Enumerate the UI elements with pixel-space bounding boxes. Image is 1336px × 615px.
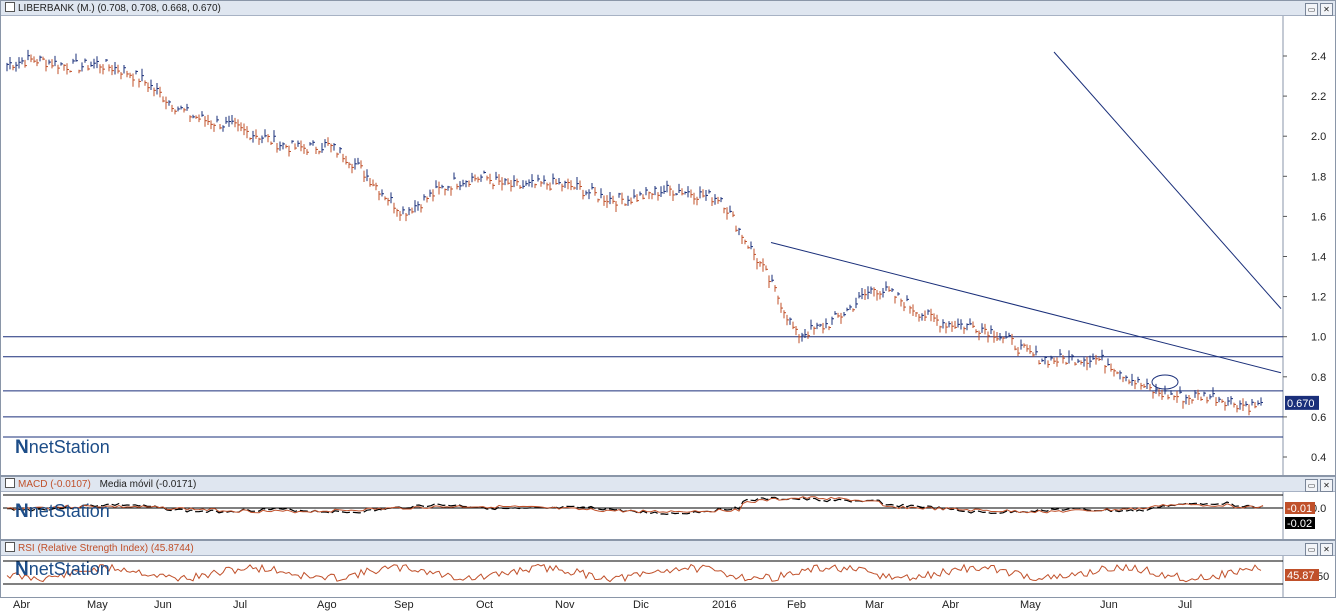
window-menu-icon[interactable] [5,2,15,12]
y-tick-label: 1.8 [1311,171,1326,183]
y-tick-label: 2.4 [1311,51,1326,63]
window-menu-icon[interactable] [5,478,15,488]
close-icon[interactable]: ✕ [1320,543,1333,556]
restore-icon[interactable]: ▭ [1305,479,1318,492]
y-tick-label: 1.6 [1311,211,1326,223]
rsi-title: RSI (Relative Strength Index) (45.8744) [18,543,194,554]
macd-chart: 0.0-0.01-0.02 [3,492,1326,539]
x-tick-label: Jul [1178,599,1193,611]
x-tick-label: Dic [633,599,649,611]
rsi-badge [1285,569,1319,581]
y-tick-label: 0.4 [1311,452,1326,464]
macd-badge [1285,502,1315,514]
y-tick-label: 2.2 [1311,91,1326,103]
x-tick-label: Ago [317,599,337,611]
x-axis: Abr May Jun Jul Ago Sep Oct Nov Dic 2016 Feb Mar Abr… [0,597,1336,615]
macd-ma-badge [1285,517,1315,529]
price-pane: LIBERBANK (M.) (0.708, 0.708, 0.668, 0.6… [0,0,1336,476]
window-menu-icon[interactable] [5,542,15,552]
y-tick-label: 1.0 [1311,332,1326,344]
rsi-badge-label: 45.87 [1287,570,1315,582]
macd-ma-badge-label: -0.02 [1287,518,1312,530]
x-tick-label: Mar [865,599,884,611]
x-tick-label: Nov [555,599,575,611]
rsi-y-tick: 50 [1317,571,1329,583]
x-tick-label: 2016 [712,599,737,611]
x-tick-label: Jun [1100,599,1118,611]
macd-pane-titlebar: MACD (-0.0107) Media móvil (-0.0171) ▭ ✕ [1,477,1335,492]
macd-title: MACD (-0.0107) [18,479,91,490]
x-tick-label: Jun [154,599,172,611]
x-tick-label: Jul [233,599,248,611]
x-tick-label: Abr [13,599,31,611]
rsi-line [6,563,1262,583]
price-pane-titlebar: LIBERBANK (M.) (0.708, 0.708, 0.668, 0.6… [1,1,1335,16]
annotation-circle [1151,374,1179,390]
y-tick-label: 0.6 [1311,412,1326,424]
last-price-label: 0.670 [1287,398,1315,410]
netstation-logo: NnetStation [15,559,110,580]
x-tick-label: Oct [476,599,494,611]
netstation-logo: NnetStation [15,437,110,458]
x-tick-label: May [87,599,108,611]
macd-pane: MACD (-0.0107) Media móvil (-0.0171) ▭ ✕ … [0,476,1336,540]
y-tick-label: 2.0 [1311,131,1326,143]
macd-ma-title: Media móvil (-0.0171) [99,479,197,490]
x-tick-label: Feb [787,599,806,611]
rsi-pane: RSI (Relative Strength Index) (45.8744) … [0,540,1336,598]
y-tick-label: 1.2 [1311,292,1326,304]
rsi-pane-titlebar: RSI (Relative Strength Index) (45.8744) … [1,541,1335,556]
restore-icon[interactable]: ▭ [1305,3,1318,16]
x-tick-label: Abr [942,599,960,611]
x-tick-label: Sep [394,599,414,611]
macd-ma-line [6,496,1264,516]
trendline [1053,51,1282,309]
macd-badge-label: -0.01 [1287,503,1312,515]
close-icon[interactable]: ✕ [1320,3,1333,16]
restore-icon[interactable]: ▭ [1305,543,1318,556]
close-icon[interactable]: ✕ [1320,479,1333,492]
netstation-logo: NnetStation [15,501,110,522]
y-tick-label: 0.8 [1311,372,1326,384]
trendline [770,241,1282,374]
price-chart: 2.4 2.2 2.0 1.8 1.6 1.4 1.2 1.0 0.8 0.6 0.4 0.670 [3,16,1335,475]
last-price-badge [1285,395,1319,410]
x-tick-label: May [1020,599,1041,611]
price-pane-title: LIBERBANK (M.) (0.708, 0.708, 0.668, 0.6… [18,3,221,14]
y-tick-label: 1.4 [1311,252,1326,264]
macd-line [6,496,1264,514]
